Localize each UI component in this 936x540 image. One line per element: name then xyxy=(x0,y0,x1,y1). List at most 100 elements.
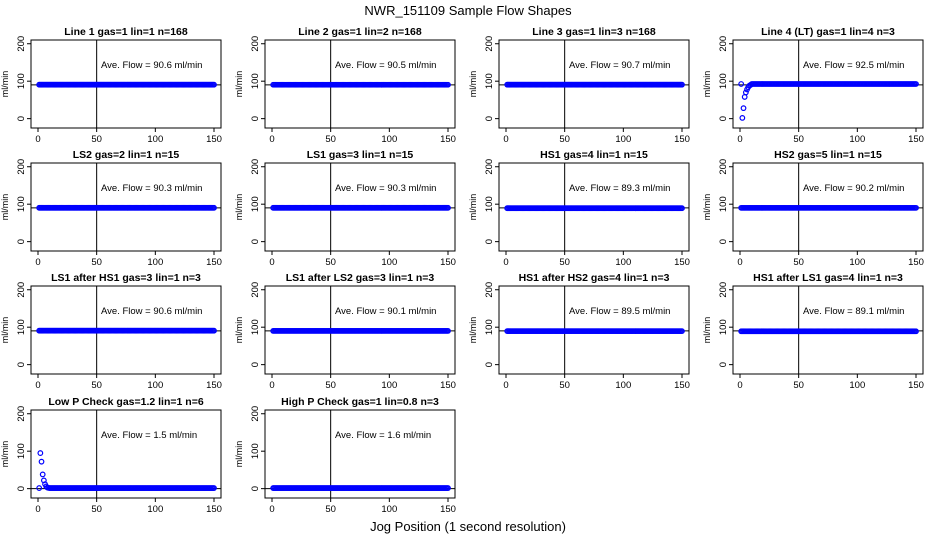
y-tick-label: 100 xyxy=(16,73,27,89)
y-tick-label: 200 xyxy=(484,36,495,52)
x-tick-label: 0 xyxy=(503,380,508,391)
data-point xyxy=(445,204,451,211)
data-points xyxy=(270,327,451,334)
x-tick-label: 100 xyxy=(381,134,397,145)
y-tick-label: 200 xyxy=(484,159,495,175)
data-points xyxy=(504,328,685,335)
data-point xyxy=(739,114,746,121)
x-axis: 0 50 100 150 xyxy=(269,127,456,145)
y-axis: 0 100 200 xyxy=(250,36,266,121)
x-axis: 0 50 100 150 xyxy=(269,497,456,515)
panel-6: LS1 gas=3 lin=1 n=15 0 50 100 150 0 100 200 ml/m… xyxy=(234,149,456,268)
y-axis: 0 100 200 xyxy=(16,406,32,491)
panel-4: Line 4 (LT) gas=1 lin=4 n=3 0 50 100 150 0 100… xyxy=(702,26,924,145)
y-axis-label: ml/min xyxy=(0,194,10,221)
panel-title: LS1 after HS1 gas=3 lin=1 n=3 xyxy=(51,272,201,284)
panel-title: HS2 gas=5 lin=1 n=15 xyxy=(774,149,882,161)
panel-3: Line 3 gas=1 lin=3 n=168 0 50 100 150 0 100 200… xyxy=(468,26,690,145)
y-axis: 0 100 200 xyxy=(250,282,266,367)
x-tick-label: 50 xyxy=(325,134,336,145)
x-tick-label: 50 xyxy=(91,504,102,515)
average-flow-annotation: Ave. Flow = 90.7 ml/min xyxy=(569,60,670,71)
average-flow-annotation: Ave. Flow = 90.5 ml/min xyxy=(335,60,436,71)
figure-xlabel: Jog Position (1 second resolution) xyxy=(370,519,566,534)
average-flow-annotation: Ave. Flow = 89.3 ml/min xyxy=(569,183,670,194)
panel-2: Line 2 gas=1 lin=2 n=168 0 50 100 150 0 100 200… xyxy=(234,26,456,145)
data-point xyxy=(38,458,45,465)
y-tick-label: 0 xyxy=(16,486,27,491)
y-axis-label: ml/min xyxy=(468,71,478,98)
x-tick-label: 50 xyxy=(793,134,804,145)
data-point xyxy=(913,328,919,335)
plot-frame xyxy=(30,409,222,499)
data-point xyxy=(679,205,685,212)
data-points xyxy=(36,327,217,334)
y-axis-label: ml/min xyxy=(468,194,478,221)
x-axis: 0 50 100 150 xyxy=(35,127,222,145)
x-axis: 0 50 100 150 xyxy=(737,127,924,145)
y-axis-label: ml/min xyxy=(234,317,244,344)
average-flow-annotation: Ave. Flow = 90.3 ml/min xyxy=(101,183,202,194)
y-axis-label: ml/min xyxy=(0,71,10,98)
data-points xyxy=(738,328,919,335)
x-tick-label: 100 xyxy=(615,380,631,391)
x-tick-label: 0 xyxy=(269,504,274,515)
average-flow-annotation: Ave. Flow = 89.5 ml/min xyxy=(569,306,670,317)
data-points xyxy=(36,450,217,491)
x-tick-label: 150 xyxy=(674,257,690,268)
y-axis-label: ml/min xyxy=(702,71,712,98)
panel-10: LS1 after LS2 gas=3 lin=1 n=3 0 50 100 150 0 1… xyxy=(234,272,456,391)
data-point xyxy=(679,81,685,88)
data-points xyxy=(738,204,919,211)
x-tick-label: 50 xyxy=(793,380,804,391)
data-points xyxy=(738,81,919,121)
average-flow-annotation: Ave. Flow = 90.3 ml/min xyxy=(335,183,436,194)
panel-5: LS2 gas=2 lin=1 n=15 0 50 100 150 0 100 200 ml/m… xyxy=(0,149,222,268)
panels: Line 1 gas=1 lin=1 n=168 0 50 100 150 0 100 200… xyxy=(0,26,924,515)
y-tick-label: 200 xyxy=(250,159,261,175)
x-tick-label: 0 xyxy=(269,257,274,268)
y-tick-label: 100 xyxy=(16,443,27,459)
y-tick-label: 100 xyxy=(16,196,27,212)
y-tick-label: 0 xyxy=(484,362,495,367)
data-point xyxy=(211,485,217,491)
x-tick-label: 150 xyxy=(674,380,690,391)
average-flow-annotation: Ave. Flow = 89.1 ml/min xyxy=(803,306,904,317)
plot-frame xyxy=(264,409,456,499)
y-tick-label: 100 xyxy=(718,196,729,212)
data-point xyxy=(211,204,217,211)
x-tick-label: 50 xyxy=(325,380,336,391)
x-axis: 0 50 100 150 xyxy=(737,250,924,268)
y-axis: 0 100 200 xyxy=(16,36,32,121)
data-points xyxy=(504,205,685,212)
y-tick-label: 0 xyxy=(718,116,729,121)
panel-title: Line 2 gas=1 lin=2 n=168 xyxy=(298,26,422,38)
x-tick-label: 0 xyxy=(737,134,742,145)
y-tick-label: 0 xyxy=(718,362,729,367)
y-axis-label: ml/min xyxy=(702,317,712,344)
data-point xyxy=(445,327,451,334)
panel-title: HS1 after HS2 gas=4 lin=1 n=3 xyxy=(519,272,670,284)
panel-9: LS1 after HS1 gas=3 lin=1 n=3 0 50 100 150 0 1… xyxy=(0,272,222,391)
y-tick-label: 100 xyxy=(484,73,495,89)
x-tick-label: 0 xyxy=(503,134,508,145)
x-axis: 0 50 100 150 xyxy=(35,250,222,268)
x-tick-label: 50 xyxy=(91,257,102,268)
data-points xyxy=(36,204,217,211)
y-tick-label: 0 xyxy=(250,239,261,244)
panel-7: HS1 gas=4 lin=1 n=15 0 50 100 150 0 100 200 ml/m… xyxy=(468,149,690,268)
x-tick-label: 0 xyxy=(35,257,40,268)
data-point xyxy=(679,328,685,335)
x-tick-label: 150 xyxy=(440,134,456,145)
x-axis: 0 50 100 150 xyxy=(737,373,924,391)
data-point xyxy=(36,485,43,491)
y-tick-label: 0 xyxy=(718,239,729,244)
x-tick-label: 150 xyxy=(206,257,222,268)
panel-14: High P Check gas=1 lin=0.8 n=30 50 100 1500… xyxy=(234,396,456,515)
x-tick-label: 50 xyxy=(559,134,570,145)
y-axis: 0 100 200 xyxy=(16,282,32,367)
y-tick-label: 100 xyxy=(250,196,261,212)
x-tick-label: 150 xyxy=(908,257,924,268)
data-point xyxy=(39,471,46,478)
y-tick-label: 200 xyxy=(250,406,261,422)
